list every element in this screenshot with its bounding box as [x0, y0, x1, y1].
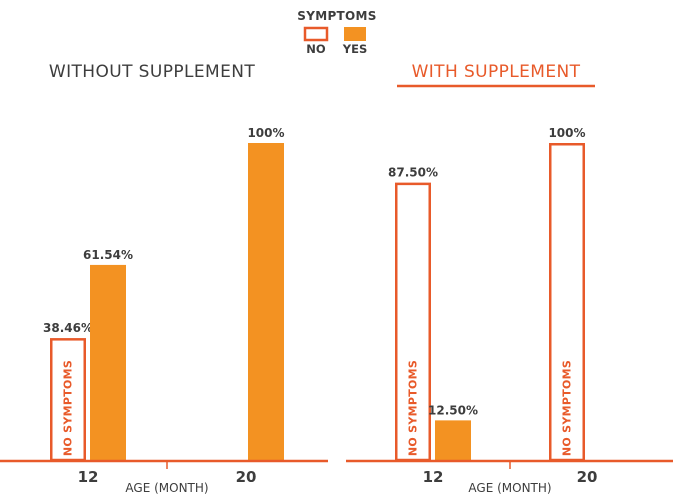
legend-swatch-no — [303, 26, 329, 42]
x-axis-title: AGE (MONTH) — [468, 481, 551, 494]
x-tick-label: 12 — [423, 468, 444, 486]
bar-annotation: NO SYMPTOMS — [561, 360, 574, 456]
bar-yes-20 — [248, 143, 284, 460]
x-tick-label: 20 — [236, 468, 257, 486]
legend: SYMPTOMS NO YES — [297, 9, 376, 56]
x-tick-label: 20 — [577, 468, 598, 486]
bar-annotation: NO SYMPTOMS — [407, 360, 420, 456]
legend-label-no: NO — [306, 42, 326, 56]
x-axis-title: AGE (MONTH) — [125, 481, 208, 494]
legend-swatch-yes — [344, 27, 366, 41]
bar-no-12 — [395, 182, 431, 462]
legend-title: SYMPTOMS — [297, 9, 376, 23]
bar-yes-12 — [435, 420, 471, 460]
chart-panel-1: WITHOUT SUPPLEMENT 38.46% NO SYMPTOMS 61.54… — [0, 62, 328, 494]
data-label: 100% — [548, 126, 585, 140]
data-label: 61.54% — [83, 248, 133, 262]
bar-yes-12 — [90, 264, 126, 460]
bar-no-20 — [549, 143, 585, 462]
chart-panel-2: WITH SUPPLEMENT 87.50% NO SYMPTOMS 12.50% 12… — [346, 62, 673, 494]
data-label: 87.50% — [388, 166, 438, 180]
data-label: 12.50% — [428, 403, 478, 417]
legend-label-yes: YES — [342, 42, 367, 56]
data-label: 100% — [247, 126, 284, 140]
data-label: 38.46% — [43, 321, 93, 335]
x-tick-label: 12 — [78, 468, 99, 486]
chart-title: WITHOUT SUPPLEMENT — [49, 62, 255, 82]
bar-annotation: NO SYMPTOMS — [62, 360, 75, 456]
chart-title: WITH SUPPLEMENT — [412, 62, 581, 82]
